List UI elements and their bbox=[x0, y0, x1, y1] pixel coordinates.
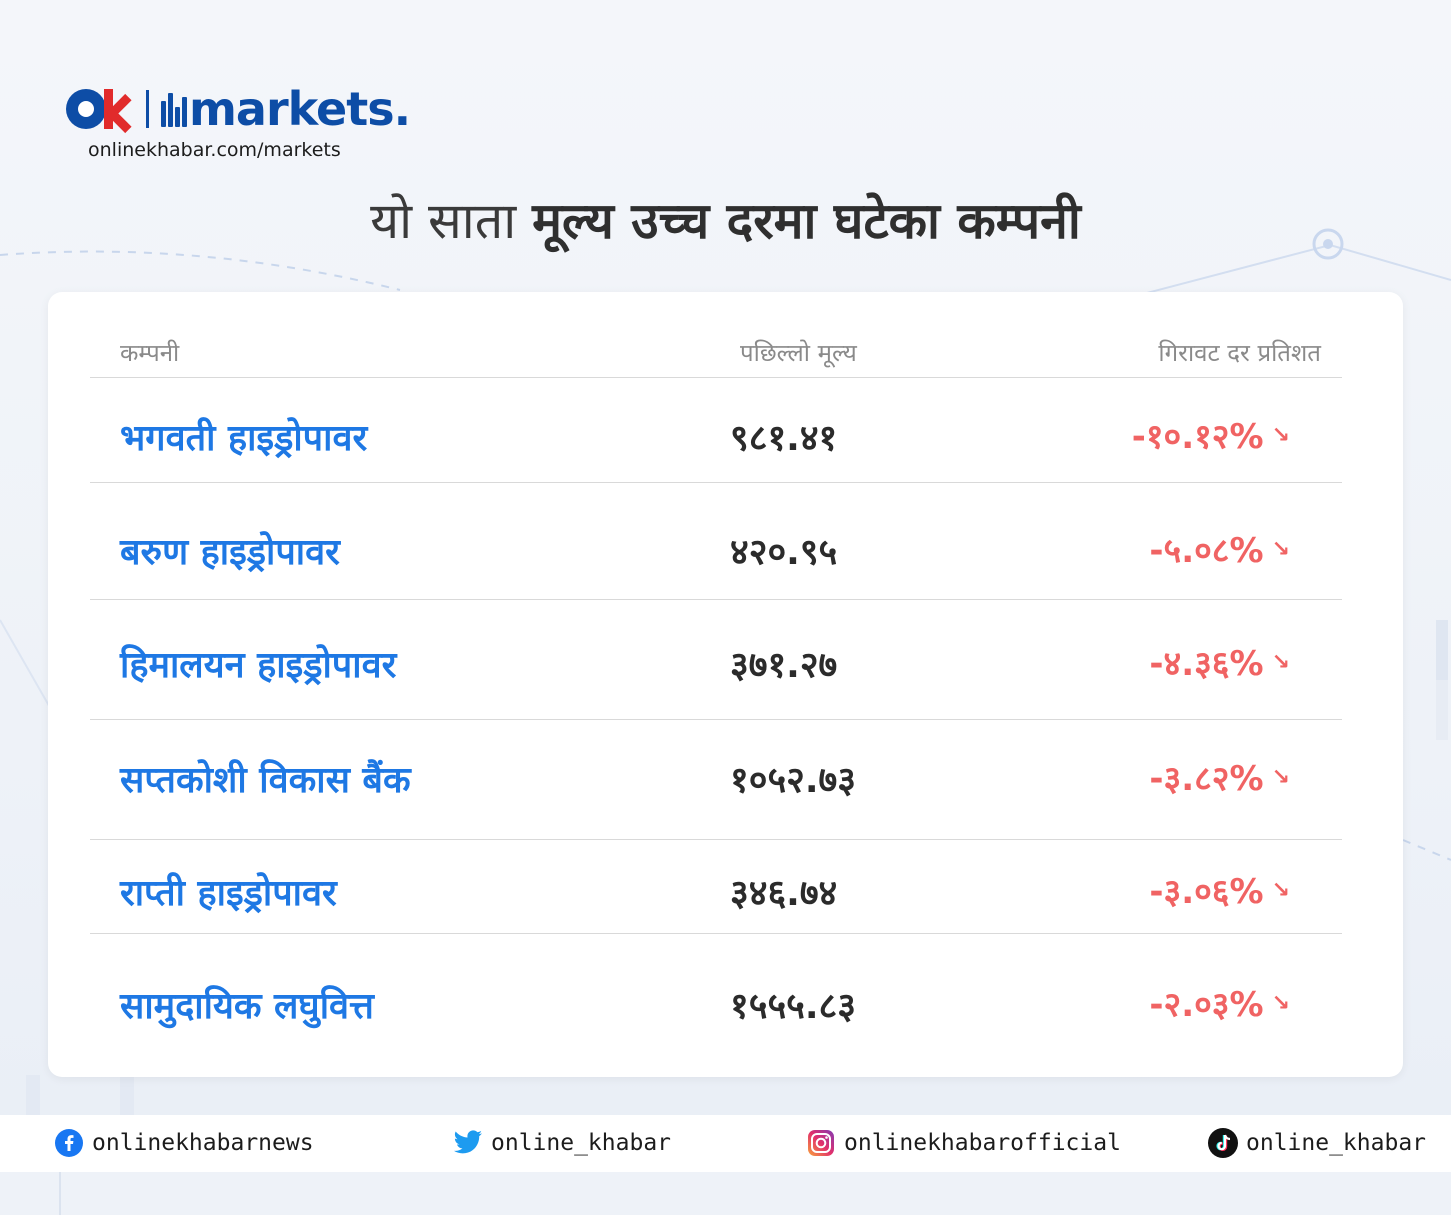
tiktok-handle: online_khabar bbox=[1246, 1130, 1427, 1156]
arrow-down-right-icon: ↘ bbox=[1271, 990, 1290, 1016]
header-company: कम्पनी bbox=[120, 339, 180, 367]
brand-url[interactable]: onlinekhabar.com/markets bbox=[88, 139, 341, 161]
instagram-icon bbox=[806, 1128, 836, 1158]
arrow-down-right-icon: ↘ bbox=[1271, 536, 1290, 562]
company-name: सामुदायिक लघुवित्त bbox=[120, 986, 374, 1027]
row-divider bbox=[90, 933, 1342, 934]
header-divider bbox=[90, 377, 1342, 378]
decline-value: -२.०३% bbox=[1149, 985, 1264, 1025]
last-price: ३४६.७४ bbox=[730, 873, 838, 914]
company-name: राप्ती हाइड्रोपावर bbox=[120, 873, 337, 914]
facebook-handle: onlinekhabarnews bbox=[92, 1130, 314, 1156]
company-name: भगवती हाइड्रोपावर bbox=[120, 418, 368, 459]
twitter-handle: online_khabar bbox=[491, 1130, 672, 1156]
decline-percent: -३.८२% ↘ bbox=[1149, 754, 1290, 800]
row-divider bbox=[90, 719, 1342, 720]
brand-logo[interactable]: markets. bbox=[66, 82, 411, 136]
decline-percent: -२.०३% ↘ bbox=[1149, 980, 1290, 1026]
row-divider bbox=[90, 482, 1342, 483]
facebook-link[interactable]: onlinekhabarnews bbox=[54, 1128, 314, 1158]
brand-name: markets. bbox=[189, 82, 411, 136]
ok-logo-icon bbox=[66, 89, 136, 134]
company-name: बरुण हाइड्रोपावर bbox=[120, 532, 340, 573]
decline-value: -३.८२% bbox=[1149, 759, 1264, 799]
twitter-icon bbox=[453, 1128, 483, 1158]
company-name: हिमालयन हाइड्रोपावर bbox=[120, 645, 397, 686]
arrow-down-right-icon: ↘ bbox=[1271, 877, 1290, 903]
header-decline-rate: गिरावट दर प्रतिशत bbox=[1158, 339, 1321, 367]
instagram-link[interactable]: onlinekhabarofficial bbox=[806, 1128, 1121, 1158]
company-name: सप्तकोशी विकास बैंक bbox=[120, 760, 411, 801]
decline-percent: -५.०८% ↘ bbox=[1149, 526, 1290, 572]
last-price: ४२०.९५ bbox=[730, 532, 838, 573]
last-price: १५५५.८३ bbox=[730, 986, 856, 1027]
decline-percent: -४.३६% ↘ bbox=[1149, 639, 1290, 685]
candlestick-bars-icon bbox=[161, 91, 187, 127]
title-bold: मूल्य उच्च दरमा घटेका कम्पनी bbox=[532, 192, 1081, 250]
row-divider bbox=[90, 599, 1342, 600]
row-divider bbox=[90, 839, 1342, 840]
last-price: ३७१.२७ bbox=[730, 645, 838, 686]
last-price: १०५२.७३ bbox=[730, 760, 856, 801]
decline-value: -५.०८% bbox=[1149, 531, 1264, 571]
decline-value: -३.०६% bbox=[1149, 872, 1264, 912]
decline-value: -४.३६% bbox=[1149, 644, 1264, 684]
header-last-price: पछिल्लो मूल्य bbox=[740, 339, 857, 367]
title-light: यो साता bbox=[370, 192, 517, 250]
tiktok-link[interactable]: online_khabar bbox=[1208, 1128, 1426, 1158]
social-footer: onlinekhabarnews online_khabar onlinekha… bbox=[0, 1115, 1451, 1172]
arrow-down-right-icon: ↘ bbox=[1271, 764, 1290, 790]
twitter-link[interactable]: online_khabar bbox=[453, 1128, 671, 1158]
last-price: ९८१.४१ bbox=[730, 418, 838, 459]
decline-percent: -३.०६% ↘ bbox=[1149, 867, 1290, 913]
logo-divider bbox=[146, 90, 149, 128]
arrow-down-right-icon: ↘ bbox=[1271, 649, 1290, 675]
page-title: यो साता मूल्य उच्च दरमा घटेका कम्पनी bbox=[0, 186, 1451, 256]
tiktok-icon bbox=[1208, 1128, 1238, 1158]
arrow-down-right-icon: ↘ bbox=[1271, 422, 1290, 448]
decline-value: -१०.१२% bbox=[1131, 417, 1264, 457]
facebook-icon bbox=[54, 1128, 84, 1158]
instagram-handle: onlinekhabarofficial bbox=[844, 1130, 1121, 1156]
decline-percent: -१०.१२% ↘ bbox=[1132, 412, 1290, 458]
table-card: कम्पनी पछिल्लो मूल्य गिरावट दर प्रतिशत भ… bbox=[48, 292, 1403, 1077]
